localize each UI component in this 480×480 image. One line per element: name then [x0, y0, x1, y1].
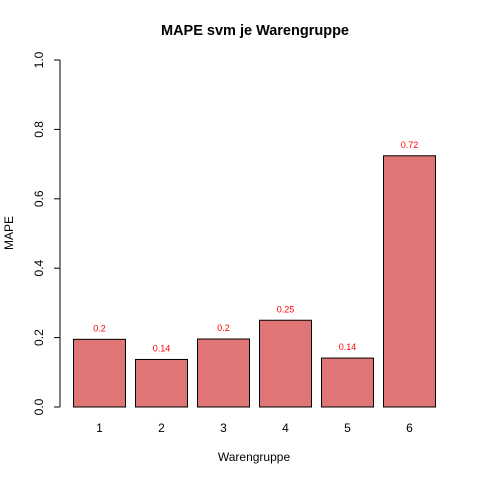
bar-3 — [197, 338, 250, 408]
x-tick-label: 2 — [158, 421, 165, 435]
bar-1 — [73, 338, 126, 408]
x-tick-label: 3 — [220, 421, 227, 435]
x-tick-label: 6 — [406, 421, 413, 435]
data-label-5: 0.14 — [339, 342, 357, 352]
bar-2 — [135, 358, 188, 408]
x-axis-label: Warengruppe — [218, 450, 291, 464]
data-label-6: 0.72 — [401, 140, 419, 150]
x-tick-label: 4 — [282, 421, 289, 435]
data-label-3: 0.2 — [217, 323, 230, 333]
y-tick-label: 0.2 — [32, 329, 46, 346]
y-tick-label: 0.8 — [32, 121, 46, 138]
x-axis: 1 2 3 4 5 6 — [96, 421, 413, 435]
chart-title: MAPE svm je Warengruppe — [161, 23, 349, 39]
bar-5 — [321, 357, 374, 408]
y-tick-label: 0.6 — [32, 190, 46, 207]
x-tick-label: 5 — [344, 421, 351, 435]
y-tick-label: 0.4 — [32, 260, 46, 277]
data-label-2: 0.14 — [153, 343, 171, 353]
y-axis: 0.0 0.2 0.4 0.6 0.8 1.0 — [32, 51, 61, 415]
data-label-1: 0.2 — [93, 323, 106, 333]
bars-group: 0.2 0.14 0.2 0.25 0.14 0.72 — [73, 140, 436, 408]
y-tick-label: 0.0 — [32, 398, 46, 415]
y-axis-label: MAPE — [2, 216, 16, 250]
data-label-4: 0.25 — [277, 304, 295, 314]
y-tick-label: 1.0 — [32, 51, 46, 68]
bar-4 — [259, 319, 312, 408]
x-tick-label: 1 — [96, 421, 103, 435]
bar-6 — [383, 155, 436, 408]
